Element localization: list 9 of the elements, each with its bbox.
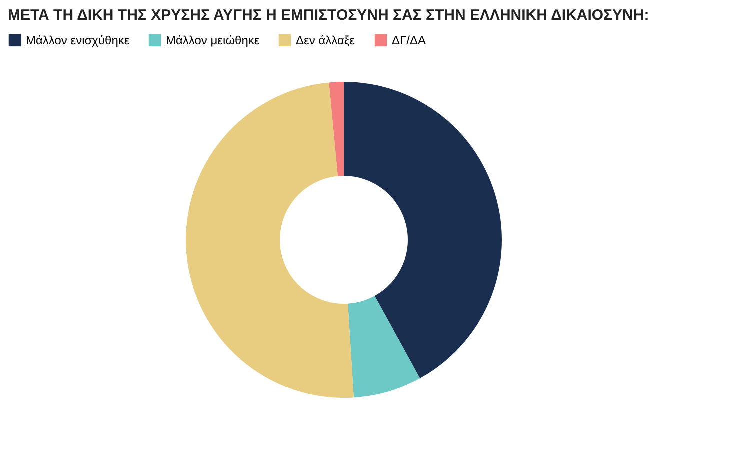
legend-label: ΔΓ/ΔΑ	[392, 33, 426, 48]
legend-label: Μάλλον μειώθηκε	[166, 33, 260, 48]
legend-label: Δεν άλλαξε	[296, 33, 356, 48]
donut-slice	[186, 82, 354, 398]
donut-slice	[344, 82, 502, 378]
legend-label: Μάλλον ενισχύθηκε	[26, 33, 130, 48]
chart-title: ΜΕΤΑ ΤΗ ΔΙΚΗ ΤΗΣ ΧΡΥΣΗΣ ΑΥΓΗΣ Η ΕΜΠΙΣΤΟΣΥΝΗ ΣΑΣ ΣΤΗΝ ΕΛΛΗΝΙΚΗ ΔΙΚΑΙΟΣΥΝΗ:	[8, 7, 650, 24]
donut-slice	[348, 296, 420, 398]
donut-slice	[329, 82, 344, 176]
